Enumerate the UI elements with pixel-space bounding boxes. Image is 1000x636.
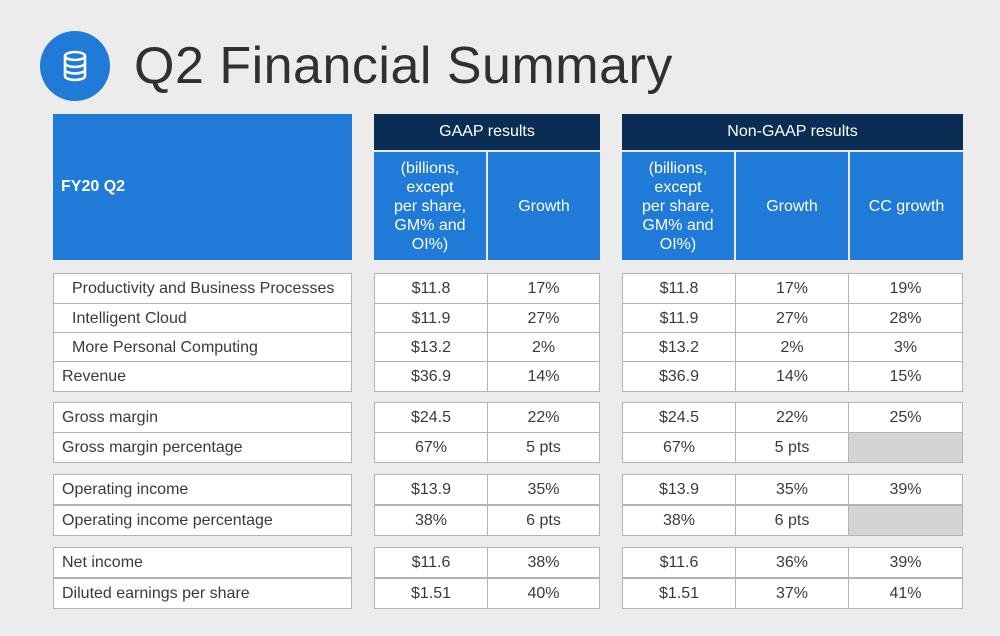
nongaap-value-cell: $1.51 (622, 578, 736, 609)
gaap-value-cell: $11.9 (374, 303, 488, 334)
cc-growth-cell (848, 505, 963, 536)
row-label: Gross margin percentage (53, 432, 352, 463)
gaap-growth-cell: 17% (487, 273, 600, 304)
gaap-growth-cell: 2% (487, 332, 600, 363)
gaap-unit-header: (billions, except per share, GM% and OI%… (374, 152, 486, 260)
row-label: Intelligent Cloud (53, 303, 352, 334)
nongaap-value-cell: $11.6 (622, 547, 736, 578)
gaap-growth-header: Growth (488, 152, 600, 260)
cc-growth-cell: 39% (848, 474, 963, 505)
gaap-results-header: GAAP results (374, 114, 600, 150)
database-icon (40, 31, 110, 101)
cc-growth-cell: 25% (848, 402, 963, 433)
gaap-value-cell: $13.9 (374, 474, 488, 505)
nongaap-value-cell: $11.9 (622, 303, 736, 334)
nongaap-growth-header: Growth (736, 152, 848, 260)
gaap-growth-cell: 40% (487, 578, 600, 609)
nongaap-growth-cell: 17% (735, 273, 849, 304)
row-label: Diluted earnings per share (53, 578, 352, 609)
row-label: Net income (53, 547, 352, 578)
gaap-value-cell: $11.6 (374, 547, 488, 578)
gaap-growth-cell: 38% (487, 547, 600, 578)
cc-growth-cell: 39% (848, 547, 963, 578)
cc-growth-header: CC growth (850, 152, 963, 260)
nongaap-growth-cell: 22% (735, 402, 849, 433)
page-title: Q2 Financial Summary (134, 37, 673, 95)
gaap-value-cell: $24.5 (374, 402, 488, 433)
gaap-value-cell: $36.9 (374, 361, 488, 392)
nongaap-value-cell: $13.9 (622, 474, 736, 505)
row-label: Operating income (53, 474, 352, 505)
row-label: Gross margin (53, 402, 352, 433)
gaap-value-cell: 67% (374, 432, 488, 463)
gaap-growth-cell: 14% (487, 361, 600, 392)
nongaap-value-cell: $13.2 (622, 332, 736, 363)
gaap-growth-cell: 22% (487, 402, 600, 433)
period-header: FY20 Q2 (53, 114, 352, 260)
nongaap-growth-cell: 6 pts (735, 505, 849, 536)
gaap-value-cell: 38% (374, 505, 488, 536)
row-label: Operating income percentage (53, 505, 352, 536)
row-label: More Personal Computing (53, 332, 352, 363)
cc-growth-cell: 3% (848, 332, 963, 363)
nongaap-value-cell: 67% (622, 432, 736, 463)
cc-growth-cell (848, 432, 963, 463)
nongaap-unit-header: (billions, except per share, GM% and OI%… (622, 152, 734, 260)
gaap-growth-cell: 35% (487, 474, 600, 505)
nongaap-growth-cell: 14% (735, 361, 849, 392)
cc-growth-cell: 28% (848, 303, 963, 334)
gaap-growth-cell: 27% (487, 303, 600, 334)
nongaap-growth-cell: 37% (735, 578, 849, 609)
cc-growth-cell: 19% (848, 273, 963, 304)
gaap-value-cell: $11.8 (374, 273, 488, 304)
gaap-value-cell: $13.2 (374, 332, 488, 363)
nongaap-growth-cell: 27% (735, 303, 849, 334)
nongaap-value-cell: $36.9 (622, 361, 736, 392)
nongaap-value-cell: 38% (622, 505, 736, 536)
nongaap-value-cell: $24.5 (622, 402, 736, 433)
nongaap-growth-cell: 5 pts (735, 432, 849, 463)
gaap-growth-cell: 6 pts (487, 505, 600, 536)
gaap-growth-cell: 5 pts (487, 432, 600, 463)
cc-growth-cell: 41% (848, 578, 963, 609)
cc-growth-cell: 15% (848, 361, 963, 392)
row-label: Productivity and Business Processes (53, 273, 352, 304)
row-label: Revenue (53, 361, 352, 392)
nongaap-growth-cell: 36% (735, 547, 849, 578)
nongaap-growth-cell: 35% (735, 474, 849, 505)
nongaap-results-header: Non-GAAP results (622, 114, 963, 150)
gaap-value-cell: $1.51 (374, 578, 488, 609)
nongaap-value-cell: $11.8 (622, 273, 736, 304)
nongaap-growth-cell: 2% (735, 332, 849, 363)
